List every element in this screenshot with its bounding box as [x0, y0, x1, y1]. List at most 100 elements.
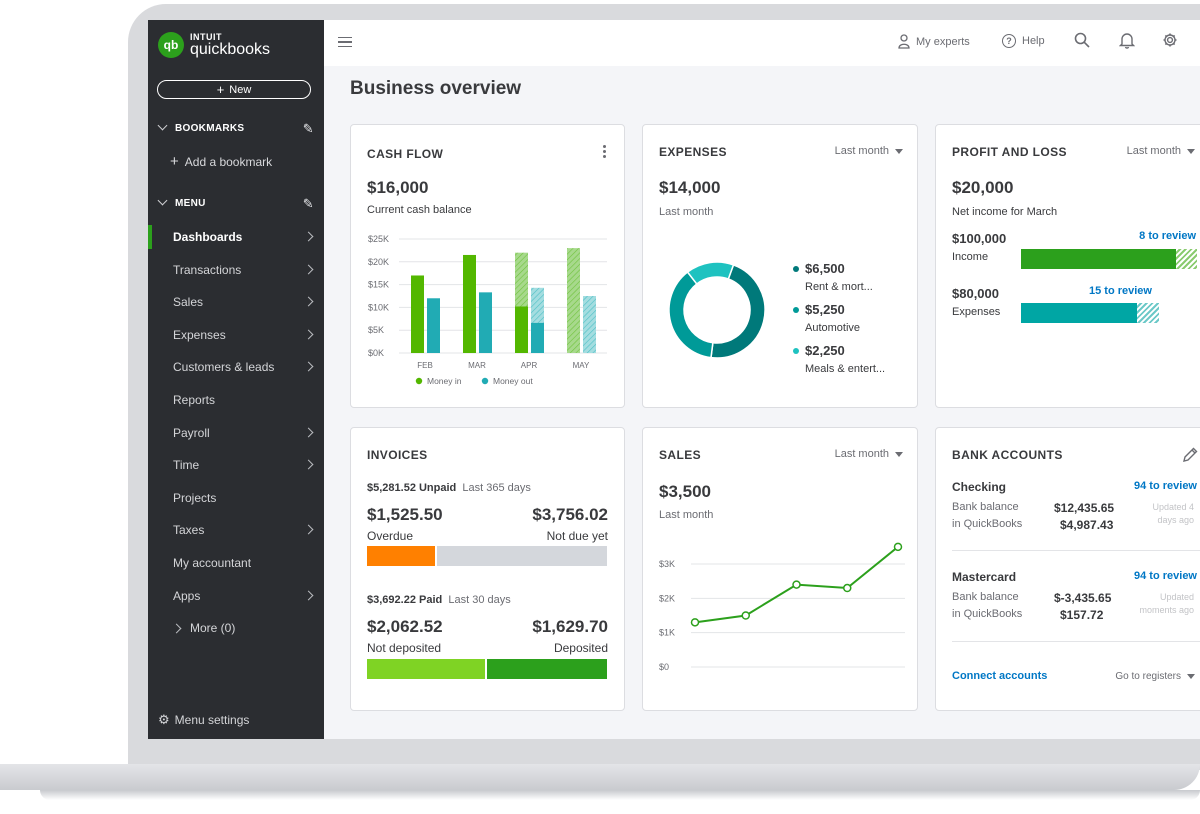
- gear-icon[interactable]: [1162, 32, 1178, 48]
- edit-bookmarks-pencil-icon[interactable]: ✎: [302, 121, 314, 136]
- expense-item-label: Meals & entert...: [805, 363, 886, 375]
- expense-item-amount[interactable]: $6,500: [805, 261, 845, 276]
- divider: [952, 550, 1200, 551]
- pencil-icon[interactable]: [1181, 446, 1199, 464]
- sidebar-item-customers-leads[interactable]: Customers & leads: [148, 351, 324, 383]
- invoices-paid-summary: $3,692.22 Paid Last 30 days: [367, 594, 511, 606]
- expense-item-amount[interactable]: $5,250: [805, 302, 845, 317]
- sidebar-item-payroll[interactable]: Payroll: [148, 417, 324, 449]
- menu-header[interactable]: MENU ✎: [156, 195, 316, 211]
- add-bookmark-link[interactable]: + Add a bookmark: [170, 153, 272, 170]
- my-experts-link[interactable]: My experts: [898, 34, 970, 49]
- menu-settings-link[interactable]: ⚙ Menu settings: [158, 712, 249, 728]
- bar: [479, 292, 492, 353]
- expenses-bar[interactable]: [1021, 303, 1159, 323]
- sales-period-label: Last month: [834, 448, 889, 460]
- sidebar-item-more[interactable]: More (0): [171, 621, 235, 635]
- data-point: [843, 583, 852, 593]
- not-due-label: Not due yet: [546, 529, 608, 543]
- more-options-icon[interactable]: [603, 145, 606, 160]
- edit-menu-pencil-icon[interactable]: ✎: [302, 196, 314, 211]
- legend-dot-icon: [793, 307, 799, 313]
- y-tick-label: $25K: [368, 234, 389, 244]
- legend-dot-icon: [481, 377, 489, 385]
- chevron-right-icon: [171, 623, 182, 633]
- sidebar-item-time[interactable]: Time: [148, 449, 324, 481]
- expenses-period-dropdown[interactable]: Last month: [835, 145, 903, 157]
- profit-loss-period-dropdown[interactable]: Last month: [1127, 145, 1195, 157]
- search-icon[interactable]: [1074, 32, 1090, 48]
- sidebar-item-projects[interactable]: Projects: [148, 482, 324, 514]
- sidebar-item-expenses[interactable]: Expenses: [148, 319, 324, 351]
- expenses-amount: $14,000: [659, 178, 721, 197]
- quickbooks-balance-value: $157.72: [1060, 608, 1104, 622]
- go-to-registers-dropdown[interactable]: Go to registers: [1115, 671, 1195, 682]
- sidebar-item-label: Dashboards: [173, 230, 243, 244]
- paid-progress-bar[interactable]: [367, 659, 607, 679]
- sidebar-item-label: Customers & leads: [173, 360, 275, 375]
- person-icon: [898, 34, 910, 49]
- sidebar-item-transactions[interactable]: Transactions: [148, 254, 324, 286]
- chevron-right-icon: [303, 590, 314, 601]
- sidebar-item-label: Time: [173, 458, 200, 473]
- bank-account-name[interactable]: Mastercard: [952, 570, 1017, 584]
- cash-flow-caption: Current cash balance: [367, 204, 472, 216]
- bank-account-review-link[interactable]: 94 to review: [1134, 570, 1197, 582]
- sidebar-item-label: Taxes: [173, 523, 205, 538]
- sales-card[interactable]: SALES Last month $3,500 Last month $0 $1K…: [642, 427, 918, 711]
- y-tick-label: $3K: [659, 559, 675, 569]
- connect-accounts-link[interactable]: Connect accounts: [952, 670, 1048, 682]
- income-bar[interactable]: [1021, 249, 1197, 269]
- donut-slice: [686, 261, 735, 285]
- expense-item-label: Automotive: [805, 322, 861, 334]
- caret-down-icon: [1187, 674, 1195, 679]
- cash-flow-card[interactable]: CASH FLOW $16,000 Current cash balance $…: [350, 124, 625, 408]
- bank-balance-label: Bank balance: [952, 501, 1019, 513]
- expenses-card[interactable]: EXPENSES Last month $14,000 Last month $…: [642, 124, 918, 408]
- legend-dot-icon: [793, 266, 799, 272]
- legend-dot-icon: [793, 348, 799, 354]
- expenses-pl-amount: $80,000: [952, 286, 999, 301]
- bank-accounts-card[interactable]: BANK ACCOUNTS Checking 94 to review Bank b…: [935, 427, 1200, 711]
- actual-bar: [531, 322, 544, 353]
- bank-accounts-title: BANK ACCOUNTS: [952, 448, 1063, 462]
- expenses-title: EXPENSES: [659, 145, 727, 159]
- quickbooks-balance-value: $4,987.43: [1060, 518, 1114, 532]
- sidebar-item-dashboards[interactable]: Dashboards: [148, 221, 324, 253]
- sidebar-item-label: Apps: [173, 588, 201, 603]
- chevron-right-icon: [303, 524, 314, 535]
- projected-bar: [567, 248, 580, 353]
- sales-period-dropdown[interactable]: Last month: [835, 448, 903, 460]
- chevron-right-icon: [303, 459, 314, 470]
- bookmarks-header[interactable]: BOOKMARKS ✎: [156, 120, 316, 136]
- invoices-card[interactable]: INVOICES $5,281.52 Unpaid Last 365 days …: [350, 427, 625, 711]
- chevron-right-icon: [303, 361, 314, 372]
- bell-icon[interactable]: [1119, 32, 1135, 49]
- income-review-link[interactable]: 8 to review: [1139, 230, 1196, 242]
- y-tick-label: $5K: [368, 325, 384, 335]
- bank-account-review-link[interactable]: 94 to review: [1134, 480, 1197, 492]
- hamburger-menu-icon[interactable]: [338, 37, 352, 47]
- bank-balance-value: $-3,435.65: [1054, 591, 1112, 605]
- invoices-title: INVOICES: [367, 448, 428, 462]
- expense-item-amount[interactable]: $2,250: [805, 343, 845, 358]
- profit-loss-card[interactable]: PROFIT AND LOSS Last month $20,000 Net i…: [935, 124, 1200, 408]
- expenses-review-link[interactable]: 15 to review: [1089, 285, 1152, 297]
- sidebar-item-reports[interactable]: Reports: [148, 384, 324, 416]
- y-tick-label: $15K: [368, 280, 389, 290]
- sidebar-item-apps[interactable]: Apps: [148, 580, 324, 612]
- top-bar: My experts ? Help: [324, 20, 1200, 66]
- bank-account-name[interactable]: Checking: [952, 480, 1007, 494]
- help-label: Help: [1022, 35, 1045, 47]
- quickbooks-logo[interactable]: qb INTUIT quickbooks: [158, 32, 270, 58]
- new-button[interactable]: + New: [157, 80, 311, 99]
- expenses-donut-chart: [668, 261, 766, 359]
- unpaid-progress-bar[interactable]: [367, 546, 607, 566]
- chevron-right-icon: [303, 427, 314, 438]
- help-link[interactable]: ? Help: [1002, 34, 1045, 48]
- caret-down-icon: [895, 148, 903, 154]
- sidebar-item-my-accountant[interactable]: My accountant: [148, 547, 324, 579]
- sidebar-item-sales[interactable]: Sales: [148, 286, 324, 318]
- bookmarks-header-label: BOOKMARKS: [175, 122, 245, 134]
- sidebar-item-taxes[interactable]: Taxes: [148, 514, 324, 546]
